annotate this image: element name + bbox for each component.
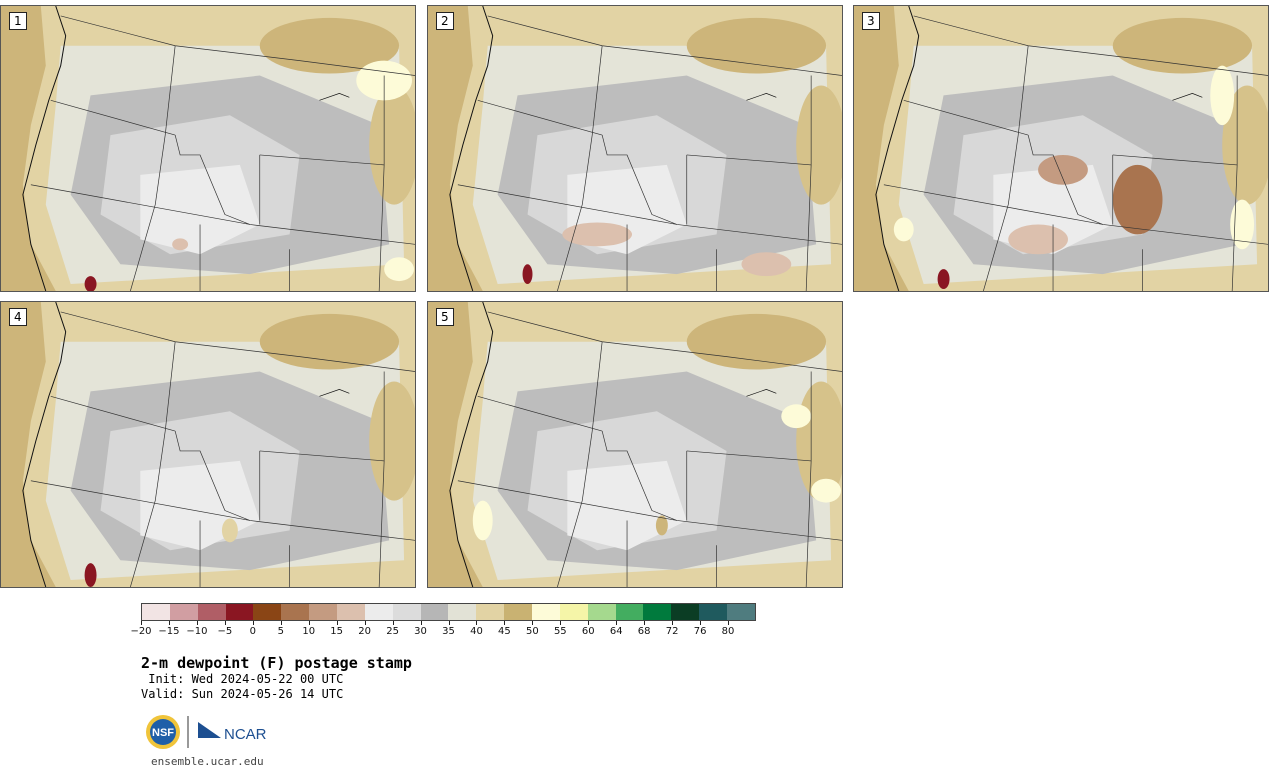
dewpoint-map — [428, 302, 842, 587]
colorbar-tick — [168, 621, 170, 625]
colorbar-swatch — [699, 604, 728, 620]
colorbar-tick — [644, 621, 646, 625]
colorbar-tick-label: 76 — [693, 626, 707, 637]
colorbar-tick-label: 20 — [358, 626, 371, 637]
colorbar-swatch — [671, 604, 700, 620]
colorbar-swatch — [392, 604, 421, 620]
stamp-panel-3: 3 — [853, 5, 1269, 292]
colorbar-tick-label: 5 — [277, 626, 284, 637]
nsf-logo: NSF — [146, 715, 180, 749]
colorbar-swatch — [643, 604, 672, 620]
stamp-panel-2: 2 — [427, 5, 843, 292]
colorbar-tick-label: 60 — [581, 626, 595, 637]
stamp-panel-5: 5 — [427, 301, 843, 588]
colorbar-swatch — [727, 604, 755, 620]
stamp-number: 5 — [436, 308, 454, 326]
chart-title: 2-m dewpoint (F) postage stamp — [141, 654, 412, 672]
colorbar-tick — [336, 621, 338, 625]
colorbar-swatch — [476, 604, 505, 620]
colorbar-tick — [141, 621, 142, 625]
colorbar-tick — [532, 621, 534, 625]
stamp-number: 3 — [862, 12, 880, 30]
colorbar-tick-label: 50 — [525, 626, 539, 637]
colorbar-tick-label: 64 — [609, 626, 623, 637]
init-time: Init: Wed 2024-05-22 00 UTC — [141, 672, 344, 686]
colorbar-swatch — [197, 604, 226, 620]
stamp-number: 2 — [436, 12, 454, 30]
colorbar-tick — [560, 621, 562, 625]
colorbar-swatch — [364, 604, 393, 620]
colorbar-tick — [672, 621, 674, 625]
colorbar-tick — [476, 621, 478, 625]
ncar-logo: NCAR — [198, 722, 267, 743]
colorbar-tick — [196, 621, 198, 625]
colorbar-swatch — [420, 604, 449, 620]
colorbar-tick-label: 72 — [665, 626, 679, 637]
colorbar-tick — [448, 621, 450, 625]
stamp-panel-4: 4 — [0, 301, 416, 588]
logos: NSF NCAR — [145, 714, 275, 750]
colorbar-tick-label: −15 — [158, 626, 180, 637]
colorbar-tick — [252, 621, 254, 625]
ncar-text: NCAR — [224, 726, 267, 743]
colorbar-tick — [700, 621, 702, 625]
colorbar-swatch — [448, 604, 477, 620]
colorbar-tick-label: 55 — [553, 626, 567, 637]
valid-time: Valid: Sun 2024-05-26 14 UTC — [141, 687, 344, 701]
dewpoint-map — [1, 6, 415, 291]
colorbar-tick-label: 15 — [330, 626, 344, 637]
colorbar-tick-label: −20 — [130, 626, 152, 637]
dewpoint-map — [428, 6, 842, 291]
colorbar — [141, 603, 756, 621]
colorbar-tick-label: 80 — [721, 626, 735, 637]
nsf-text: NSF — [152, 727, 174, 739]
colorbar-swatch — [225, 604, 254, 620]
colorbar-tick — [588, 621, 590, 625]
colorbar-tick-label: 10 — [302, 626, 316, 637]
colorbar-swatch — [587, 604, 616, 620]
colorbar-swatch — [142, 604, 170, 620]
colorbar-tick-label: 25 — [386, 626, 399, 637]
colorbar-tick — [224, 621, 226, 625]
colorbar-swatch — [559, 604, 588, 620]
dewpoint-map — [1, 302, 415, 587]
colorbar-tick — [280, 621, 282, 625]
colorbar-tick-label: −5 — [217, 626, 233, 637]
colorbar-tick-label: 30 — [414, 626, 427, 637]
colorbar-tick-label: 68 — [637, 626, 651, 637]
colorbar-tick — [504, 621, 506, 625]
colorbar-swatch — [615, 604, 644, 620]
colorbar-tick — [420, 621, 422, 625]
colorbar-tick — [364, 621, 366, 625]
colorbar-swatch — [504, 604, 533, 620]
colorbar-swatch — [337, 604, 365, 620]
colorbar-swatch — [253, 604, 282, 620]
colorbar-tick — [308, 621, 310, 625]
colorbar-swatch — [281, 604, 310, 620]
colorbar-tick-label: 40 — [470, 626, 483, 637]
colorbar-tick-label: −10 — [186, 626, 208, 637]
colorbar-tick-label: 0 — [249, 626, 256, 637]
colorbar-tick — [728, 621, 730, 625]
stamp-number: 4 — [9, 308, 27, 326]
colorbar-swatch — [309, 604, 338, 620]
stamp-panel-1: 1 — [0, 5, 416, 292]
colorbar-tick-label: 45 — [498, 626, 511, 637]
colorbar-tick-label: 35 — [442, 626, 455, 637]
colorbar-tick — [392, 621, 394, 625]
stamp-number: 1 — [9, 12, 27, 30]
colorbar-swatch — [532, 604, 560, 620]
colorbar-swatch — [169, 604, 198, 620]
colorbar-ticks: −20 −15 −10 −5 0 5 10 15 20 25 30 35 40 45 50 55 60 64 68 7… — [130, 621, 756, 641]
colorbar-tick — [616, 621, 618, 625]
site-url: ensemble.ucar.edu — [151, 755, 264, 768]
dewpoint-map — [854, 6, 1268, 291]
